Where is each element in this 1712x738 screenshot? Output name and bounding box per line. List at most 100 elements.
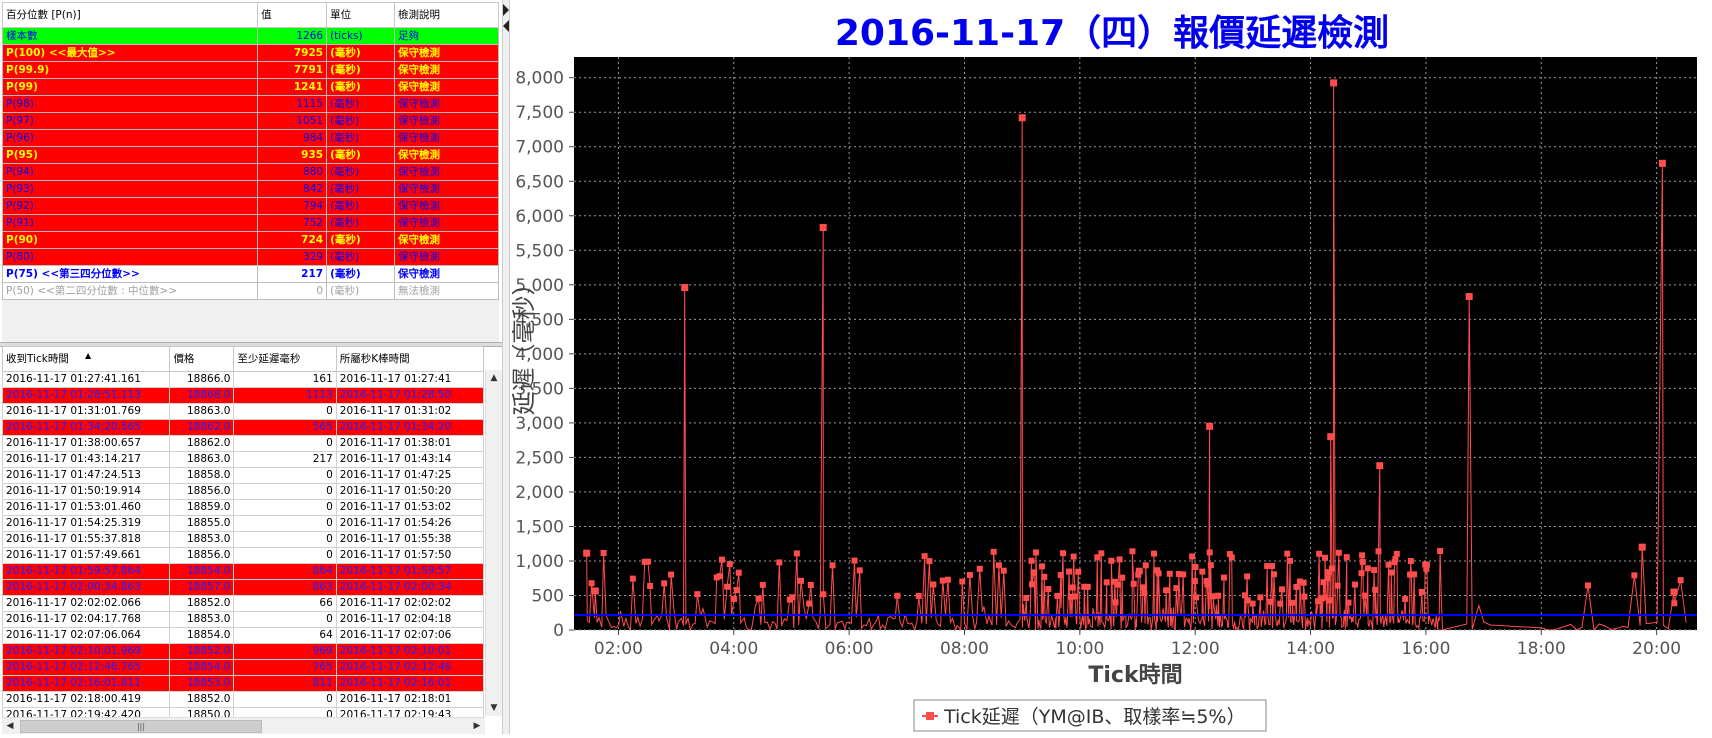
tick-row[interactable]: 2016-11-17 01:47:24.513 18858.0 0 2016-11-1… bbox=[1, 467, 485, 484]
tick-row[interactable]: 2016-11-17 01:34:20.565 18862.0 565 2016-11… bbox=[1, 419, 485, 436]
panel-splitter[interactable] bbox=[502, 0, 510, 734]
tick-row[interactable]: 2016-11-17 01:54:25.319 18855.0 0 2016-11-1… bbox=[1, 515, 485, 532]
tick-row[interactable]: 2016-11-17 01:50:19.914 18856.0 0 2016-11-1… bbox=[1, 483, 485, 500]
y-tick-label: 3,500 bbox=[515, 379, 564, 399]
tick-time: 2016-11-17 02:04:17.768 bbox=[1, 611, 171, 628]
percentile-label: P(95) bbox=[1, 146, 259, 164]
tick-bar-time: 2016-11-17 02:10:01 bbox=[335, 643, 485, 660]
series-noise-marker bbox=[1364, 565, 1371, 572]
tick-row[interactable]: 2016-11-17 01:28:51.113 18868.0 1113 2016-1… bbox=[1, 387, 485, 404]
tick-row[interactable]: 2016-11-17 02:12:46.765 18854.0 765 2016-11… bbox=[1, 659, 485, 676]
percentile-row[interactable]: P(99.9) 7791 (毫秒) 保守檢測 bbox=[1, 61, 500, 79]
scroll-right-icon[interactable]: ▶ bbox=[473, 721, 481, 731]
tick-bar-time: 2016-11-17 01:47:25 bbox=[335, 467, 485, 484]
data-point-marker bbox=[1670, 588, 1678, 596]
series-noise-marker bbox=[588, 580, 595, 587]
series-noise-marker bbox=[1066, 568, 1073, 575]
percentile-row[interactable]: P(99) 1241 (毫秒) 保守檢測 bbox=[1, 78, 500, 96]
series-noise-marker bbox=[1407, 571, 1414, 578]
percentile-row[interactable]: P(97) 1051 (毫秒) 保守檢測 bbox=[1, 112, 500, 130]
col-header-bar-time[interactable]: 所屬秒K棒時間 bbox=[335, 346, 485, 372]
scroll-left-icon[interactable]: ◀ bbox=[6, 721, 14, 731]
percentile-row[interactable]: 樣本數 1266 (ticks) 足夠 bbox=[1, 27, 500, 45]
percentile-row[interactable]: P(90) 724 (毫秒) 保守檢測 bbox=[1, 231, 500, 249]
tick-row[interactable]: 2016-11-17 01:31:01.769 18863.0 0 2016-11-1… bbox=[1, 403, 485, 420]
percentile-row[interactable]: P(80) 329 (毫秒) 保守檢測 bbox=[1, 248, 500, 266]
data-point-marker bbox=[1376, 462, 1384, 470]
x-tick-label: 12:00 bbox=[1171, 639, 1220, 659]
tick-row[interactable]: 2016-11-17 01:53:01.460 18859.0 0 2016-11-1… bbox=[1, 499, 485, 516]
tick-row[interactable]: 2016-11-17 02:18:00.419 18852.0 0 2016-11-1… bbox=[1, 691, 485, 708]
tick-row[interactable]: 2016-11-17 02:00:34.863 18857.0 863 2016-11… bbox=[1, 579, 485, 596]
scroll-up-icon[interactable]: ▲ bbox=[490, 373, 498, 383]
tick-row[interactable]: 2016-11-17 01:55:37.818 18853.0 0 2016-11-1… bbox=[1, 531, 485, 548]
tick-price: 18853.0 bbox=[169, 531, 235, 548]
y-tick-label: 0 bbox=[553, 621, 564, 641]
series-noise-marker bbox=[1060, 550, 1067, 557]
percentile-value: 7925 bbox=[257, 44, 328, 62]
series-noise-marker bbox=[976, 565, 983, 572]
series-noise-marker bbox=[1293, 583, 1300, 590]
series-noise-marker bbox=[647, 582, 654, 589]
col-header-delay[interactable]: 至少延遲毫秒 bbox=[233, 346, 337, 372]
percentile-row[interactable]: P(94) 880 (毫秒) 保守檢測 bbox=[1, 163, 500, 181]
tick-price: 18862.0 bbox=[169, 419, 235, 436]
series-noise-marker bbox=[1359, 558, 1366, 565]
tick-row[interactable]: 2016-11-17 01:27:41.161 18866.0 161 2016-11… bbox=[1, 371, 485, 388]
series-noise-marker bbox=[1271, 571, 1278, 578]
tick-row[interactable]: 2016-11-17 02:04:17.768 18853.0 0 2016-11-1… bbox=[1, 611, 485, 628]
percentile-value: 7791 bbox=[257, 61, 328, 79]
percentile-description: 保守檢測 bbox=[393, 129, 500, 147]
series-noise-marker bbox=[1241, 592, 1248, 599]
series-noise-marker bbox=[1129, 548, 1136, 555]
tick-price: 18866.0 bbox=[169, 371, 235, 388]
horizontal-scroll-thumb[interactable]: ||| bbox=[20, 720, 262, 733]
series-noise-marker bbox=[1210, 593, 1217, 600]
series-noise-marker bbox=[1289, 599, 1296, 606]
percentile-row[interactable]: P(50) <<第二四分位數 : 中位數>> 0 (毫秒) 無法檢測 bbox=[1, 282, 500, 300]
percentile-label: P(100) <<最大值>> bbox=[1, 44, 259, 62]
col-header-value[interactable]: 值 bbox=[257, 2, 328, 28]
col-header-tick-time[interactable]: 收到Tick時間 ▲ bbox=[1, 346, 171, 372]
percentile-row[interactable]: P(75) <<第三四分位數>> 217 (毫秒) 保守檢測 bbox=[1, 265, 500, 283]
tick-row[interactable]: 2016-11-17 01:59:57.864 18854.0 864 2016-11… bbox=[1, 563, 485, 580]
tick-row[interactable]: 2016-11-17 01:38:00.657 18862.0 0 2016-11-1… bbox=[1, 435, 485, 452]
col-header-unit[interactable]: 單位 bbox=[326, 2, 395, 28]
horizontal-scrollbar[interactable]: ◀ ||| ▶ bbox=[2, 717, 485, 734]
series-noise-marker bbox=[1041, 573, 1048, 580]
series-noise-marker bbox=[1094, 554, 1101, 561]
tick-row[interactable]: 2016-11-17 02:07:06.064 18854.0 64 2016-11-… bbox=[1, 627, 485, 644]
percentile-row[interactable]: P(91) 752 (毫秒) 保守檢測 bbox=[1, 214, 500, 232]
percentile-unit: (毫秒) bbox=[326, 265, 395, 283]
collapse-right-icon[interactable] bbox=[503, 4, 509, 16]
col-header-price[interactable]: 價格 bbox=[169, 346, 235, 372]
col-header-description[interactable]: 檢測說明 bbox=[393, 2, 500, 28]
tick-row[interactable]: 2016-11-17 01:57:49.661 18856.0 0 2016-11-1… bbox=[1, 547, 485, 564]
tick-delay: 161 bbox=[233, 371, 337, 388]
tick-row[interactable]: 2016-11-17 02:02:02.066 18852.0 66 2016-11-… bbox=[1, 595, 485, 612]
percentile-row[interactable]: P(93) 842 (毫秒) 保守檢測 bbox=[1, 180, 500, 198]
percentile-row[interactable]: P(96) 984 (毫秒) 保守檢測 bbox=[1, 129, 500, 147]
y-tick-label: 7,500 bbox=[515, 103, 564, 123]
percentile-row[interactable]: P(98) 1115 (毫秒) 保守檢測 bbox=[1, 95, 500, 113]
tick-delay: 0 bbox=[233, 531, 337, 548]
tick-row[interactable]: 2016-11-17 02:16:01.811 18853.0 811 2016-11… bbox=[1, 675, 485, 692]
percentile-label: P(80) bbox=[1, 248, 259, 266]
series-noise-marker bbox=[1163, 587, 1170, 594]
tick-time: 2016-11-17 02:16:01.811 bbox=[1, 675, 171, 692]
col-header-percentile[interactable]: 百分位數 [P(n)] bbox=[1, 2, 259, 28]
collapse-left-icon[interactable] bbox=[503, 20, 509, 32]
series-noise-marker bbox=[1207, 562, 1214, 569]
tick-row[interactable]: 2016-11-17 02:10:01.969 18852.0 969 2016-11… bbox=[1, 643, 485, 660]
percentile-row[interactable]: P(100) <<最大值>> 7925 (毫秒) 保守檢測 bbox=[1, 44, 500, 62]
vertical-scrollbar[interactable]: ▲ ▼ bbox=[485, 370, 502, 716]
scroll-down-icon[interactable]: ▼ bbox=[490, 703, 498, 713]
tick-row[interactable]: 2016-11-17 01:43:14.217 18863.0 217 2016-11… bbox=[1, 451, 485, 468]
percentile-description: 保守檢測 bbox=[393, 248, 500, 266]
percentile-row[interactable]: P(95) 935 (毫秒) 保守檢測 bbox=[1, 146, 500, 164]
tick-table-header: 收到Tick時間 ▲ 價格 至少延遲毫秒 所屬秒K棒時間 bbox=[1, 346, 485, 372]
series-noise-marker bbox=[1189, 553, 1196, 560]
percentile-row[interactable]: P(92) 794 (毫秒) 保守檢測 bbox=[1, 197, 500, 215]
percentile-label: P(96) bbox=[1, 129, 259, 147]
data-point-marker bbox=[1638, 543, 1646, 551]
